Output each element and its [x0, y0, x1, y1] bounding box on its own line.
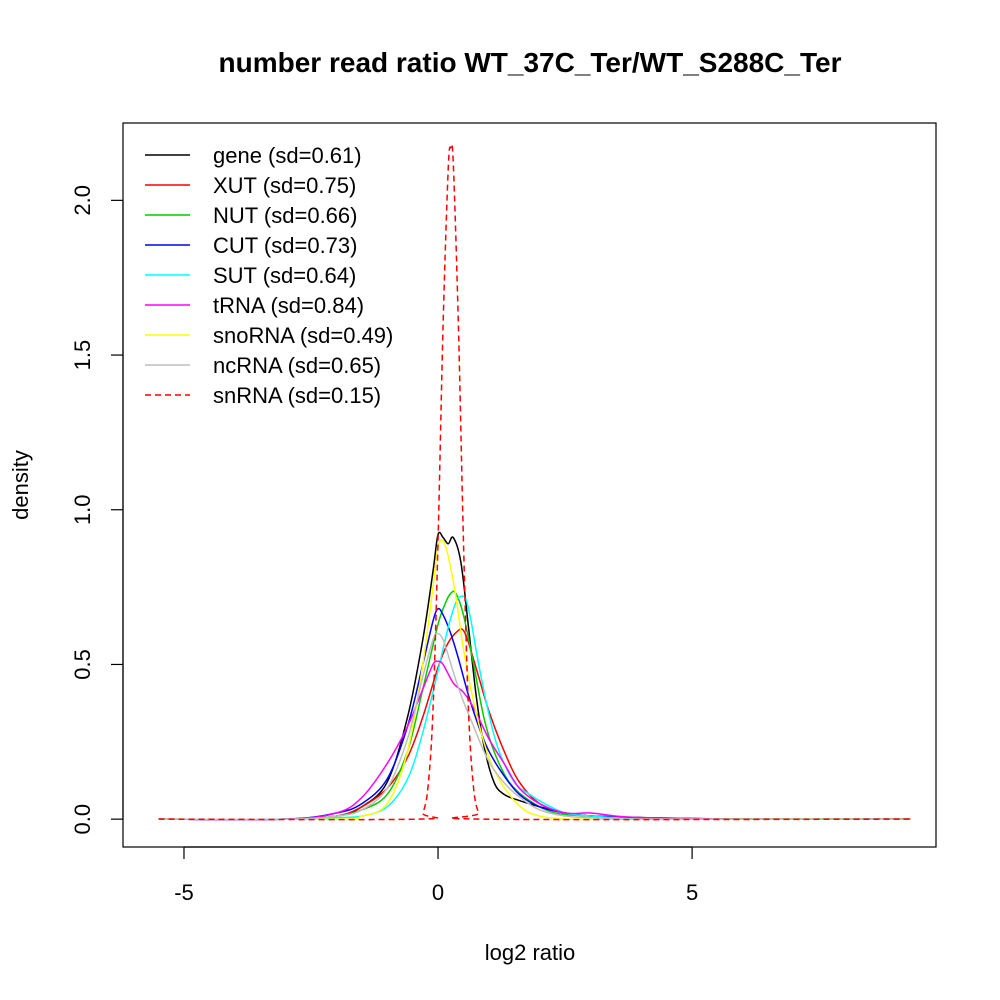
legend-label-xut: XUT (sd=0.75) — [213, 173, 356, 198]
legend-label-trna: tRNA (sd=0.84) — [213, 293, 364, 318]
legend-label-gene: gene (sd=0.61) — [213, 143, 362, 168]
legend-label-snorna: snoRNA (sd=0.49) — [213, 323, 393, 348]
y-tick-label: 1.0 — [70, 494, 95, 525]
y-tick-label: 1.5 — [70, 340, 95, 371]
x-axis: -5 0 5 — [174, 846, 698, 905]
chart-title: number read ratio WT_37C_Ter/WT_S288C_Te… — [219, 47, 842, 78]
y-axis: 0.0 0.5 1.0 1.5 2.0 — [70, 185, 124, 835]
x-axis-label: log2 ratio — [485, 940, 576, 965]
x-tick-label: 0 — [432, 880, 444, 905]
x-tick-label: 5 — [686, 880, 698, 905]
y-tick-label: 0.5 — [70, 649, 95, 680]
series-line-snorna — [158, 539, 911, 821]
legend-label-nut: NUT (sd=0.66) — [213, 203, 357, 228]
legend-label-sut: SUT (sd=0.64) — [213, 263, 356, 288]
series-line-snrna — [158, 143, 911, 821]
legend-label-ncrna: ncRNA (sd=0.65) — [213, 353, 381, 378]
series-line-ncrna — [158, 632, 911, 821]
y-axis-label: density — [8, 450, 33, 520]
y-tick-label: 2.0 — [70, 185, 95, 216]
y-tick-label: 0.0 — [70, 804, 95, 835]
series-curves — [158, 143, 911, 821]
legend-label-cut: CUT (sd=0.73) — [213, 233, 357, 258]
legend-label-snrna: snRNA (sd=0.15) — [213, 383, 381, 408]
x-tick-label: -5 — [174, 880, 194, 905]
legend: gene (sd=0.61) XUT (sd=0.75) NUT (sd=0.66)… — [145, 143, 393, 408]
